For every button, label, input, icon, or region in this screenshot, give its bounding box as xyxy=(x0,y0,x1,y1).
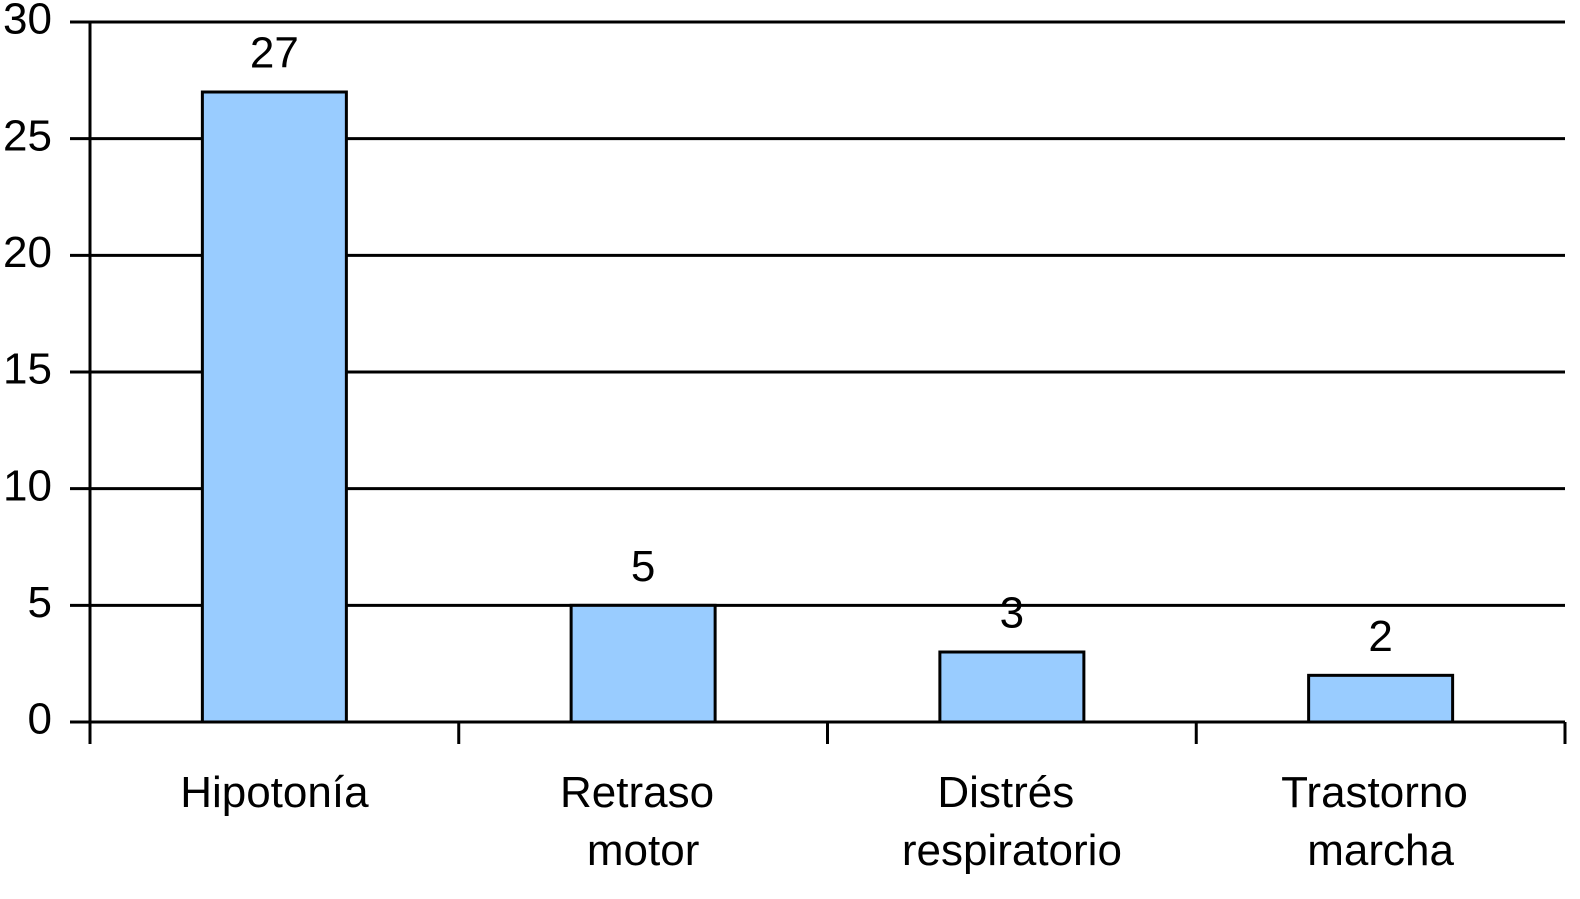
x-tick-label: Distrés respiratorio xyxy=(902,768,1122,875)
value-label: 27 xyxy=(250,29,299,78)
value-label: 3 xyxy=(1000,589,1024,638)
x-tick-label: Hipotonía xyxy=(180,768,369,817)
bar xyxy=(1307,673,1455,724)
y-tick-label: 10 xyxy=(3,461,52,510)
x-tick-label: Retraso motor xyxy=(560,768,726,875)
y-tick-label: 15 xyxy=(3,345,52,394)
y-tick-label: 5 xyxy=(28,578,52,627)
x-tick-label: Trastorno marcha xyxy=(1281,768,1480,875)
y-tick-label: 0 xyxy=(28,695,52,744)
y-tick-label: 20 xyxy=(3,228,52,277)
y-tick-label: 30 xyxy=(3,0,52,44)
value-label: 2 xyxy=(1368,612,1392,661)
value-label: 5 xyxy=(631,542,655,591)
bar xyxy=(569,603,717,724)
y-tick-label: 25 xyxy=(3,111,52,160)
bar xyxy=(938,650,1086,724)
bar xyxy=(200,90,348,724)
